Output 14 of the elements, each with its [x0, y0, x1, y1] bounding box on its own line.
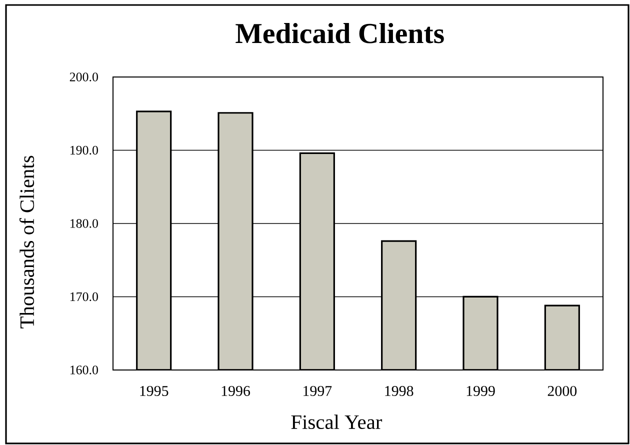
- y-tick-label: 170.0: [70, 292, 98, 302]
- x-axis-title: Fiscal Year: [291, 414, 382, 430]
- y-axis-title: Thousands of Clients: [19, 156, 34, 328]
- x-tick-label: 2000: [548, 386, 577, 396]
- chart-title: Medicaid Clients: [236, 22, 444, 44]
- y-tick-label: 190.0: [70, 146, 98, 155]
- y-tick-label: 160.0: [70, 366, 98, 374]
- x-tick-label: 1999: [466, 386, 495, 396]
- x-tick-label: 1998: [385, 386, 414, 396]
- x-tick-label: 1997: [304, 386, 332, 396]
- x-tick-label: 1996: [222, 386, 250, 396]
- y-tick-label: 200.0: [70, 72, 98, 82]
- y-tick-label: 180.0: [70, 219, 98, 228]
- x-tick-label: 1995: [140, 386, 168, 396]
